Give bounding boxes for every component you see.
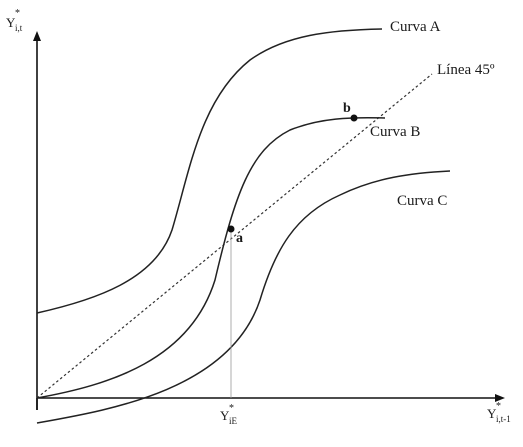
y-axis-label-star: * <box>15 8 20 19</box>
curve-a-label: Curva A <box>390 19 441 35</box>
x-tick-label-star: * <box>229 403 234 414</box>
point-b <box>350 114 358 122</box>
curve-b-label: Curva B <box>370 124 420 140</box>
x-axis-label-main: Y <box>487 406 497 421</box>
y-axis-label-sub: i,t <box>15 23 23 33</box>
curve-a <box>36 28 383 314</box>
x-axis-label-sub: i,t-1 <box>496 414 511 424</box>
x-tick-label-main: Y <box>220 408 230 423</box>
curve-c <box>36 170 451 424</box>
line-45-label: Línea 45º <box>437 62 495 78</box>
x-axis-label-star: * <box>496 401 501 412</box>
y-axis-label-main: Y <box>6 15 16 30</box>
x-tick-label-equilibrium: Y * iE <box>220 403 238 426</box>
y-axis-label: Y * i,t <box>6 8 23 33</box>
line-45-degree <box>36 73 433 399</box>
curve-b <box>36 116 386 399</box>
point-a-label: a <box>236 231 243 246</box>
curve-c-label: Curva C <box>397 193 447 209</box>
point-b-label: b <box>343 101 351 116</box>
x-tick-label-sub: iE <box>229 416 238 426</box>
point-a <box>227 225 235 233</box>
x-axis-label: Y * i,t-1 <box>487 401 511 424</box>
